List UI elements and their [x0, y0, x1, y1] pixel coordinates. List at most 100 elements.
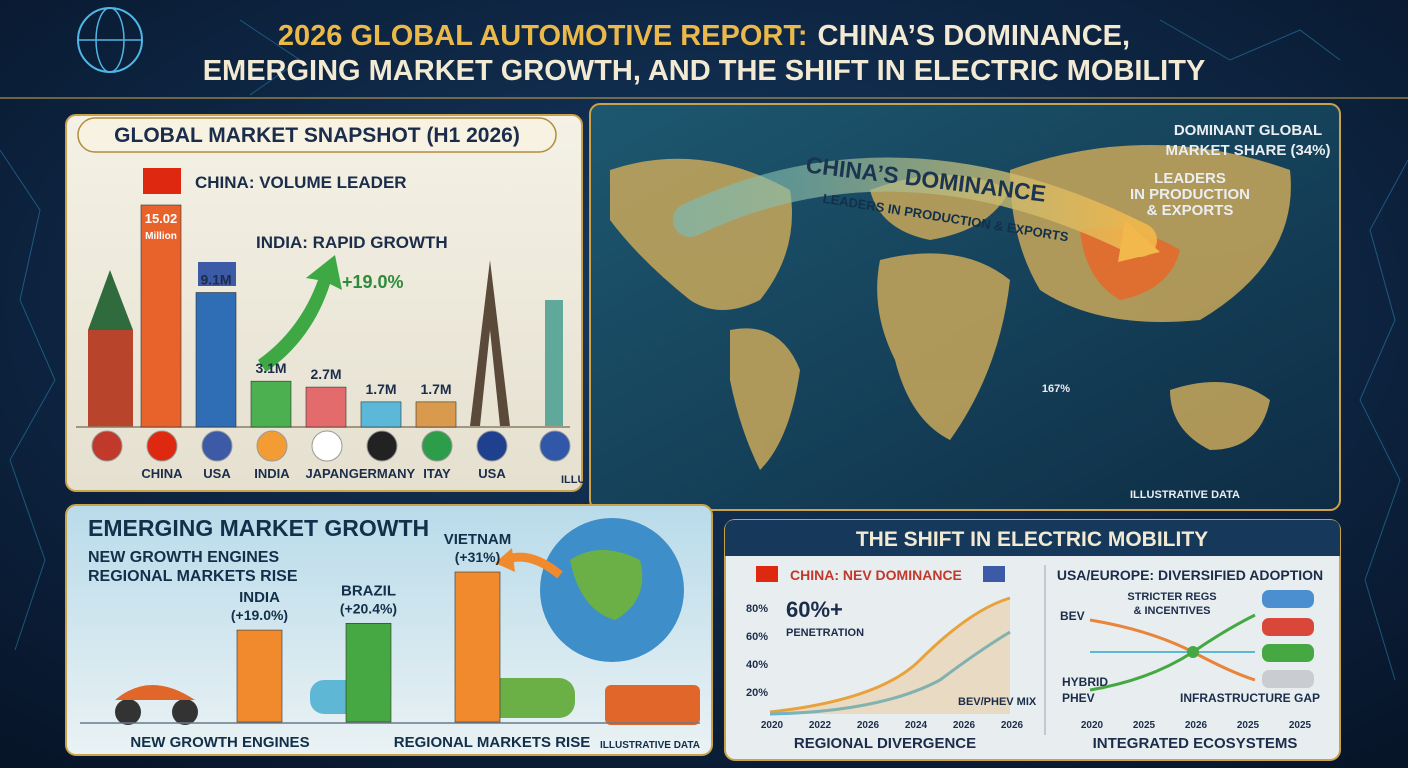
electric-title: THE SHIFT IN ELECTRIC MOBILITY: [856, 528, 1208, 551]
flag-icon: [539, 430, 571, 462]
china-flag: [143, 168, 181, 194]
arc-head: [1118, 220, 1160, 262]
car-icon: [1262, 644, 1314, 662]
x-axis-label: 2026: [953, 720, 976, 731]
growth-bar: [236, 629, 283, 723]
car-icon: [1262, 670, 1314, 688]
big-stat-sub: PENETRATION: [786, 627, 864, 639]
emerging-note: ILLUSTRATIVE DATA: [600, 740, 700, 751]
regs-line: STRICTER REGS: [1127, 591, 1216, 603]
electric-header: [725, 520, 1340, 556]
country-label: USA: [478, 466, 506, 481]
emerging-sub: REGIONAL MARKETS RISE: [88, 568, 298, 585]
snapshot-header: [77, 117, 557, 153]
emerging-sub: NEW GROWTH ENGINES: [88, 549, 279, 566]
snapshot-title: GLOBAL MARKET SNAPSHOT (H1 2026): [114, 124, 520, 147]
map-note: ILLUSTRATIVE DATA: [1130, 489, 1240, 501]
bar-value-label: 15.02: [145, 211, 178, 226]
kremlin-tower: [88, 330, 133, 427]
y-axis-label: 20%: [746, 687, 768, 699]
x-axis-label: 2025: [1133, 720, 1156, 731]
gap-label: INFRASTRUCTURE GAP: [1180, 691, 1320, 705]
mix-label: BEV/PHEV MIX: [958, 696, 1037, 708]
network-line: [239, 19, 301, 96]
flag-icon: [256, 430, 288, 462]
bar: [415, 401, 457, 428]
country-label: USA: [203, 466, 231, 481]
bar-value-label: 2.7M: [310, 366, 341, 382]
growth-value: +19.0%: [342, 272, 404, 292]
y-axis-label: 60%: [746, 631, 768, 643]
country-label: CHINA: [141, 466, 183, 481]
growth-name: VIETNAM: [444, 531, 512, 548]
wheel: [115, 699, 141, 725]
snapshot-bars: 15.02 Million 9.1M 3.1M 2.7M 1.7M 1.7M CHINA USA…: [91, 204, 571, 481]
flag-icon: [91, 430, 123, 462]
eiffel-tower: [470, 260, 510, 426]
crossover-dot: [1187, 646, 1199, 658]
map-stat: 167%: [1042, 383, 1070, 395]
growth-name: BRAZIL: [341, 582, 396, 599]
x-axis-label: 2025: [1289, 720, 1312, 731]
wheel: [172, 699, 198, 725]
x-axis-label: 2020: [1081, 720, 1104, 731]
growth-label: INDIA: RAPID GROWTH: [256, 233, 448, 252]
landmarks: [88, 260, 563, 427]
flag-icon: [146, 430, 178, 462]
network-line: [0, 149, 56, 651]
flag-icon: [366, 430, 398, 462]
nev-heading: CHINA: NEV DOMINANCE: [790, 567, 962, 583]
x-axis-label: 2025: [1237, 720, 1260, 731]
bar-value-label: 1.7M: [420, 381, 451, 397]
china-curve: [769, 596, 1011, 714]
share-line: MARKET SHARE (34%): [1165, 142, 1330, 159]
usa-flag: [198, 262, 236, 286]
flag-icon: [421, 430, 453, 462]
growth-arrow: [258, 255, 342, 372]
emerging-title: EMERGING MARKET GROWTH: [88, 515, 429, 541]
hybrid-label: HYBRID: [1062, 675, 1108, 689]
mix-curve: [769, 630, 1011, 716]
big-stat: 60%+: [786, 597, 843, 622]
network-line: [1359, 159, 1408, 681]
bev-label: BEV: [1060, 609, 1085, 623]
china-flag-small: [756, 566, 778, 582]
y-axis-label: 40%: [746, 659, 768, 671]
south-america: [730, 328, 800, 470]
adoption-heading: USA/EUROPE: DIVERSIFIED ADOPTION: [1057, 567, 1323, 583]
leader-label: CHINA: VOLUME LEADER: [195, 173, 407, 192]
liberty-statue: [545, 300, 563, 426]
leaders-line: LEADERS: [1154, 170, 1226, 187]
regs-line: & INCENTIVES: [1133, 605, 1210, 617]
growth-name: INDIA: [239, 589, 280, 606]
emerging-footer: NEW GROWTH ENGINES: [130, 734, 309, 751]
emerging-footer: REGIONAL MARKETS RISE: [394, 734, 590, 751]
growth-bar: [345, 622, 392, 723]
bar-value-label: 3.1M: [255, 360, 286, 376]
share-line: DOMINANT GLOBAL: [1174, 122, 1322, 139]
right-axis-labels: 2020 2025 2026 2025 2025: [1081, 720, 1312, 731]
right-footer: INTEGRATED ECOSYSTEMS: [1093, 735, 1298, 752]
usa-flag-small: [983, 566, 1005, 582]
growth-label: (+19.0%): [231, 607, 288, 623]
y-axis-label: 80%: [746, 603, 768, 615]
bar: [360, 401, 402, 428]
country-label: INDIA: [254, 466, 290, 481]
phev-label: PHEV: [1062, 691, 1095, 705]
snapshot-panel: [65, 114, 583, 492]
growth-bar: [454, 571, 501, 723]
flag-icon: [311, 430, 343, 462]
title-rest: CHINA’S DOMINANCE,: [818, 20, 1131, 52]
globe-land: [570, 550, 643, 620]
left-footer: REGIONAL DIVERGENCE: [794, 735, 976, 752]
china-area: [770, 598, 1010, 714]
x-axis-label: 2024: [905, 720, 928, 731]
bar: [305, 386, 347, 428]
title-line-2: EMERGING MARKET GROWTH, AND THE SHIFT IN…: [203, 55, 1206, 87]
network-decoration: [0, 19, 1408, 681]
car-icon: [1262, 618, 1314, 636]
bar-value-label: 9.1M: [200, 271, 231, 287]
globe-arrow-head: [495, 548, 515, 572]
